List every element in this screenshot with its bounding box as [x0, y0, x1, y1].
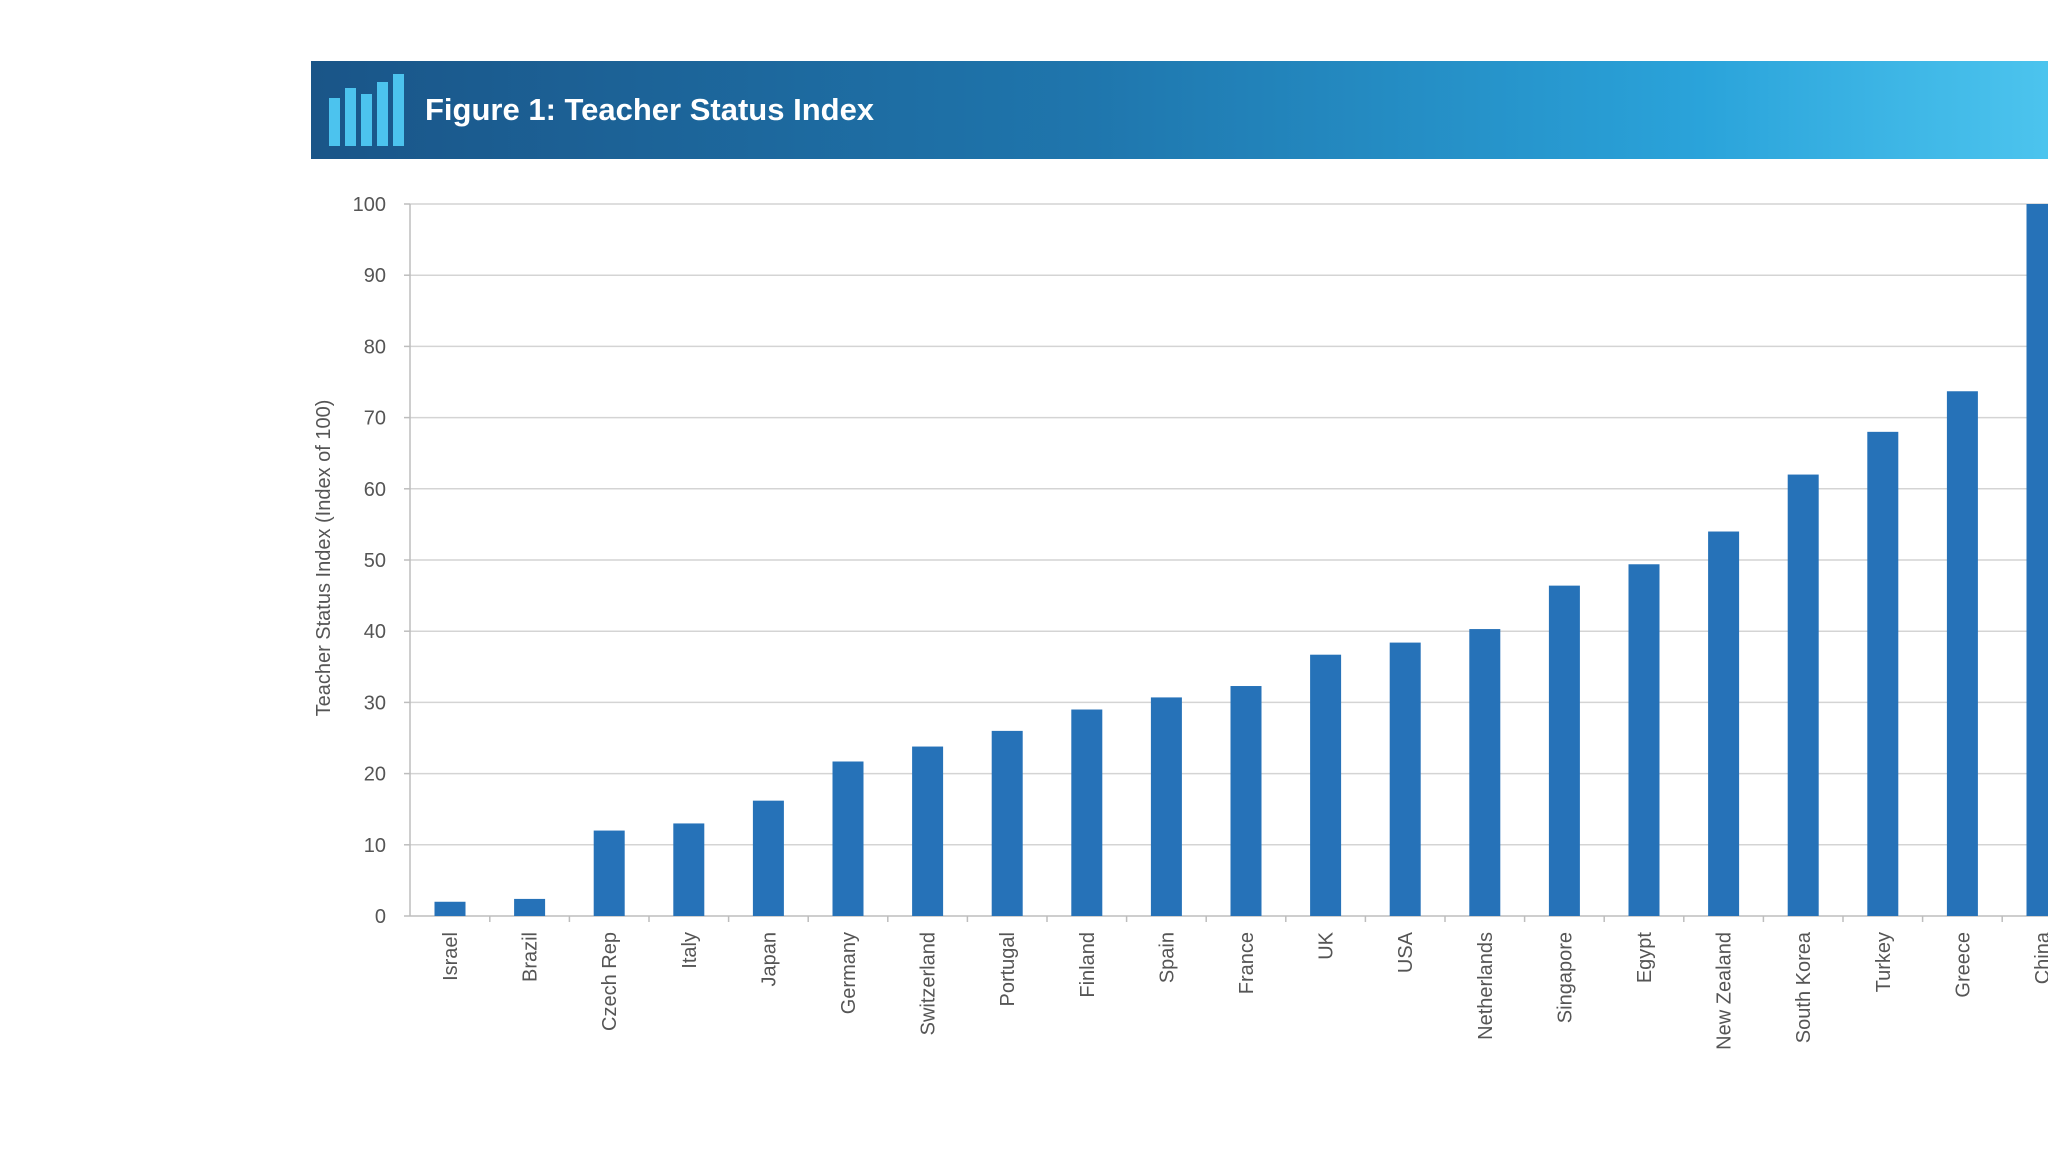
bar-italy: [673, 823, 705, 916]
category-label: UK: [1316, 931, 1338, 959]
category-label: South Korea: [1793, 931, 1815, 1043]
y-tick-label: 100: [353, 194, 386, 216]
bar-chart-icon: [329, 74, 404, 146]
y-tick-label: 30: [364, 692, 386, 714]
bar-south-korea: [1787, 474, 1819, 916]
y-tick-label: 70: [364, 408, 386, 430]
bar-czech-rep: [593, 830, 625, 916]
y-axis-title: Teacher Status Index (Index of 100): [313, 400, 335, 717]
bar-china: [2026, 204, 2048, 916]
y-tick-label: 40: [364, 621, 386, 643]
category-label: Egypt: [1634, 932, 1656, 984]
bar-usa: [1389, 642, 1421, 916]
y-tick-labels: 0 10 20 30 40 50 60 70 80 90 100: [353, 194, 386, 928]
bar-portugal: [991, 730, 1023, 916]
category-label: Finland: [1077, 932, 1099, 998]
bar-egypt: [1628, 564, 1660, 916]
bar-germany: [832, 761, 864, 916]
bar-greece: [1946, 391, 1978, 917]
chart-title: Figure 1: Teacher Status Index: [425, 92, 875, 127]
category-label: Japan: [758, 932, 780, 987]
bar-new-zealand: [1708, 531, 1740, 916]
y-tick-label: 10: [364, 835, 386, 857]
bars: [434, 204, 2048, 917]
category-labels: Israel Brazil Czech Rep Italy Japan Germany Sw…: [440, 931, 2048, 1050]
bar-france: [1230, 686, 1262, 916]
bar-singapore: [1548, 585, 1580, 916]
category-label: New Zealand: [1714, 932, 1736, 1050]
category-label: Portugal: [997, 932, 1019, 1007]
y-tick-label: 0: [375, 906, 386, 928]
category-label: Greece: [1952, 932, 1974, 998]
category-label: France: [1236, 932, 1258, 994]
category-label: Singapore: [1554, 932, 1576, 1023]
gridlines: [410, 203, 2048, 846]
bar-israel: [434, 901, 466, 916]
figure-banner: Figure 1: Teacher Status Index: [311, 61, 2048, 159]
bar-turkey: [1867, 431, 1899, 916]
category-label: Netherlands: [1475, 932, 1497, 1040]
y-tick-label: 80: [364, 336, 386, 358]
y-tick-label: 60: [364, 479, 386, 501]
bar-netherlands: [1469, 629, 1501, 916]
bar-japan: [752, 800, 784, 916]
category-label: Italy: [679, 932, 701, 969]
category-label: Brazil: [520, 932, 542, 982]
bar-finland: [1071, 709, 1103, 916]
bar-switzerland: [912, 746, 944, 916]
y-tick-label: 50: [364, 550, 386, 572]
category-label: Czech Rep: [599, 932, 621, 1031]
category-label: Spain: [1156, 932, 1178, 983]
category-label: Israel: [440, 932, 462, 981]
y-tick-label: 90: [364, 265, 386, 287]
bar-brazil: [514, 898, 546, 916]
bar-uk: [1310, 654, 1342, 916]
category-label: USA: [1395, 931, 1417, 973]
category-label: Switzerland: [918, 932, 940, 1035]
bar-spain: [1150, 697, 1182, 916]
category-label: China: [2032, 931, 2048, 984]
category-label: Germany: [838, 932, 860, 1014]
y-tick-label: 20: [364, 764, 386, 786]
category-label: Turkey: [1873, 932, 1895, 992]
